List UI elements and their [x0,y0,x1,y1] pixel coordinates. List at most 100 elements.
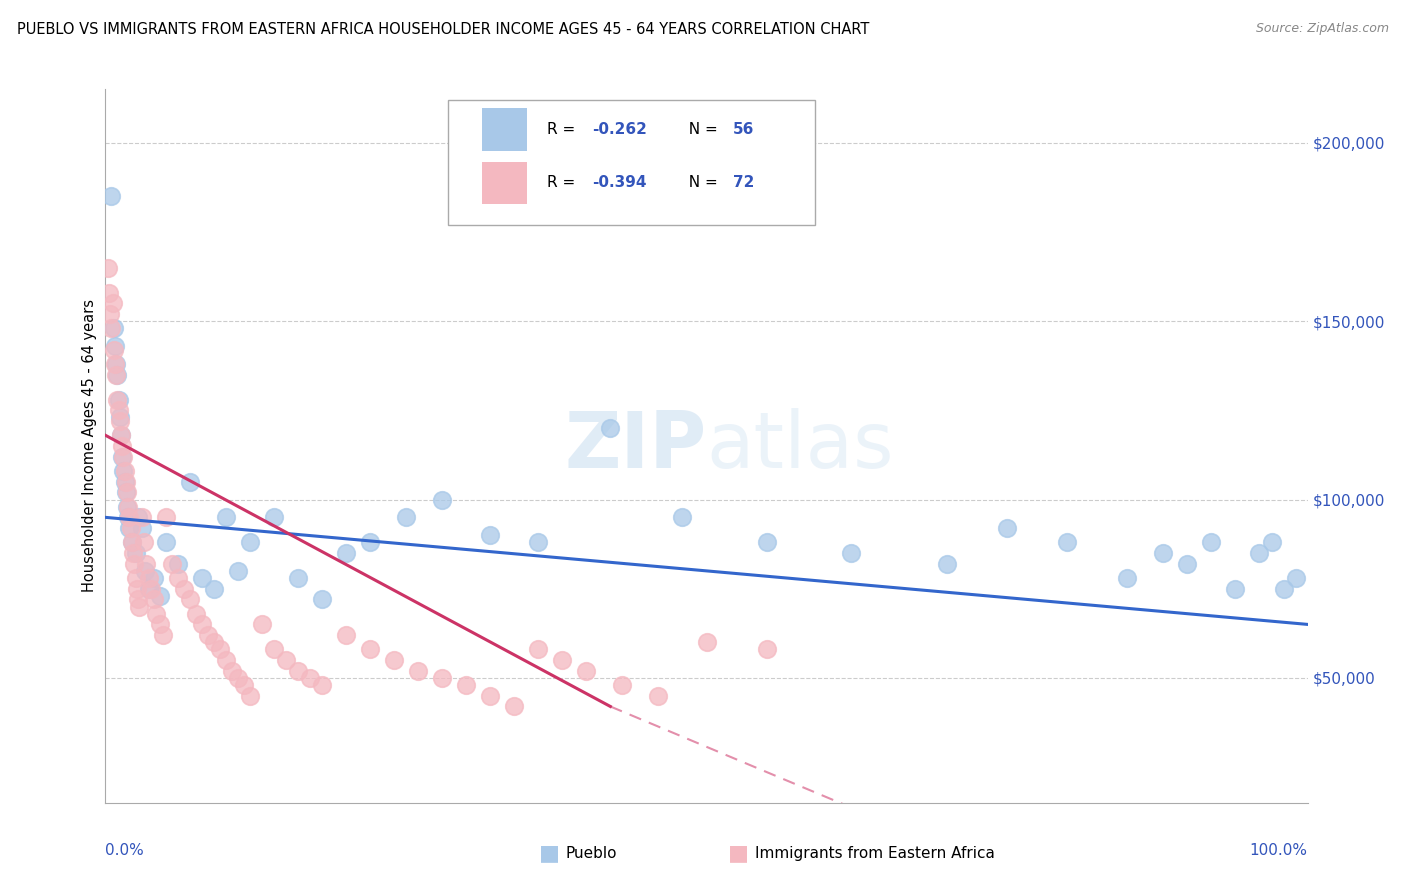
Point [1225,582,1247,596]
Point [190,571,212,585]
Point [226,564,249,578]
Point [127,510,149,524]
Point [612,678,634,692]
Point [647,689,669,703]
Point [406,664,429,678]
Point [311,592,333,607]
FancyBboxPatch shape [449,100,814,225]
Text: 100.0%: 100.0% [1250,843,1308,858]
Point [250,617,273,632]
Point [335,546,357,560]
Point [226,671,249,685]
Point [121,535,143,549]
Point [287,571,309,585]
Text: PUEBLO VS IMMIGRANTS FROM EASTERN AFRICA HOUSEHOLDER INCOME AGES 45 - 64 YEARS C: PUEBLO VS IMMIGRANTS FROM EASTERN AFRICA… [17,22,869,37]
Point [127,592,149,607]
Point [527,535,550,549]
Point [839,546,862,560]
Point [107,403,129,417]
Point [125,582,148,596]
Point [138,582,160,596]
Point [298,671,321,685]
Point [755,642,778,657]
Point [115,485,138,500]
Point [479,528,502,542]
Text: R =: R = [547,176,579,191]
Point [382,653,405,667]
Point [221,664,243,678]
Point [671,510,693,524]
Point [1272,582,1295,596]
Point [936,557,959,571]
Point [599,421,621,435]
Point [1175,557,1198,571]
Point [173,582,195,596]
Point [145,607,167,621]
Point [118,510,141,524]
Point [395,510,418,524]
Text: Pueblo: Pueblo [565,847,617,861]
Text: N =: N = [679,176,723,191]
Point [1260,535,1282,549]
Point [160,557,183,571]
Point [112,464,135,478]
Point [551,653,574,667]
Point [155,510,177,524]
Point [115,500,138,514]
Point [214,653,236,667]
Bar [482,109,527,152]
Text: R =: R = [547,122,579,137]
Point [100,189,122,203]
Point [148,589,170,603]
Point [208,642,231,657]
Text: atlas: atlas [707,408,894,484]
Point [454,678,477,692]
Point [105,357,128,371]
Point [287,664,309,678]
Text: -0.394: -0.394 [592,176,647,191]
Text: ■: ■ [538,844,560,863]
Point [166,571,188,585]
Point [142,592,165,607]
Point [115,485,138,500]
Point [995,521,1018,535]
Point [152,628,174,642]
Text: ■: ■ [728,844,749,863]
Point [100,321,122,335]
Point [101,296,124,310]
Point [148,617,170,632]
Point [335,628,357,642]
Point [110,428,132,442]
Point [115,475,138,489]
Point [108,414,131,428]
Point [575,664,598,678]
Point [118,521,141,535]
Point [103,343,125,357]
Point [131,510,153,524]
Point [122,546,145,560]
Point [179,592,201,607]
Point [117,510,139,524]
Point [114,464,136,478]
Point [111,450,134,464]
Point [131,521,153,535]
Point [111,439,134,453]
Point [124,546,146,560]
Point [98,285,121,300]
Point [97,260,120,275]
Point [232,678,254,692]
Point [184,607,207,621]
Point [190,617,212,632]
Text: 56: 56 [733,122,755,137]
Point [134,564,156,578]
Point [755,535,778,549]
Point [1201,535,1223,549]
Point [166,557,188,571]
Point [179,475,201,489]
Point [103,321,125,335]
Point [202,635,225,649]
Point [107,368,129,382]
Point [105,368,128,382]
Point [527,642,550,657]
Point [114,475,136,489]
